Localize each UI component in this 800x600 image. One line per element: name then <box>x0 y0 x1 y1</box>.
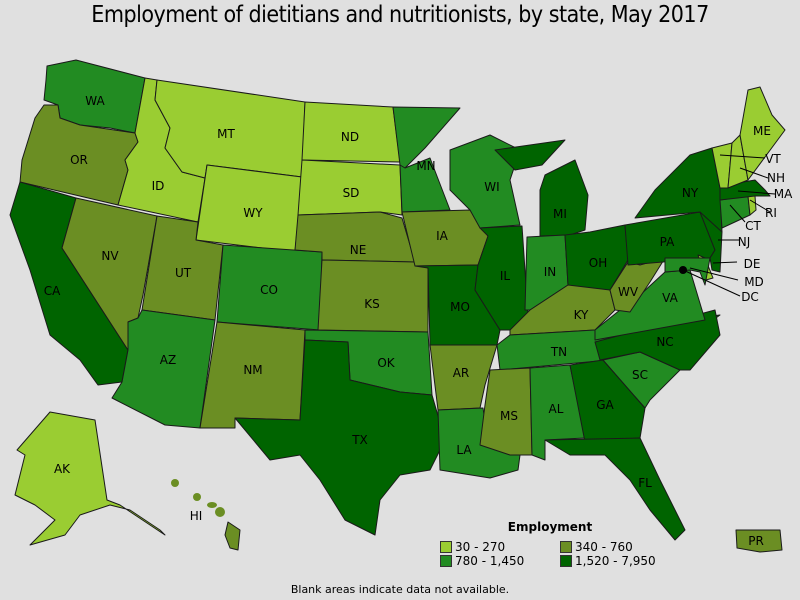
state-ks[interactable] <box>317 259 429 333</box>
legend-item-bin3: 780 - 1,450 <box>440 554 560 568</box>
label-nm: NM <box>243 363 262 377</box>
label-la: LA <box>456 443 472 457</box>
label-ky: KY <box>574 308 589 322</box>
state-nj[interactable] <box>699 211 723 273</box>
map-title: Employment of dietitians and nutritionis… <box>91 2 709 28</box>
state-tx[interactable] <box>234 339 446 536</box>
label-me: ME <box>753 124 771 138</box>
legend-title: Employment <box>507 520 593 534</box>
state-nc[interactable] <box>594 309 721 371</box>
state-ga[interactable] <box>569 359 646 443</box>
label-il: IL <box>500 269 511 283</box>
label-mi: MI <box>553 207 567 221</box>
data-note: Blank areas indicate data not available. <box>290 583 510 596</box>
label-nh: NH <box>767 171 785 185</box>
legend-swatch-icon <box>560 555 572 567</box>
label-ak: AK <box>54 462 71 476</box>
legend: Employment 30 - 270 340 - 760 780 - 1,45… <box>440 520 660 568</box>
label-ms: MS <box>500 409 518 423</box>
label-sc: SC <box>632 368 648 382</box>
legend-swatch-icon <box>440 541 452 553</box>
label-sd: SD <box>343 186 360 200</box>
label-ma: MA <box>774 187 793 201</box>
state-hi[interactable] <box>171 479 241 551</box>
label-in: IN <box>544 265 557 279</box>
label-md: MD <box>744 275 764 289</box>
label-wv: WV <box>618 285 639 299</box>
label-ut: UT <box>175 266 192 280</box>
legend-item-bin1: 30 - 270 <box>440 540 560 554</box>
label-fl: FL <box>638 476 652 490</box>
label-ga: GA <box>596 398 614 412</box>
label-oh: OH <box>589 256 607 270</box>
legend-item-bin2: 340 - 760 <box>560 540 680 554</box>
label-de: DE <box>744 257 761 271</box>
label-or: OR <box>70 153 88 167</box>
label-pr: PR <box>748 534 764 548</box>
label-mt: MT <box>217 127 235 141</box>
state-md[interactable] <box>664 257 711 286</box>
state-wi[interactable] <box>449 134 521 229</box>
state-mn[interactable] <box>392 106 461 213</box>
label-vt: VT <box>765 152 781 166</box>
state-ar[interactable] <box>429 344 498 411</box>
label-mo: MO <box>450 300 470 314</box>
label-va: VA <box>662 291 678 305</box>
state-ri[interactable] <box>747 195 757 216</box>
state-fl[interactable] <box>544 437 686 541</box>
label-ne: NE <box>350 243 367 257</box>
label-ca: CA <box>44 284 61 298</box>
label-tx: TX <box>351 433 368 447</box>
state-az[interactable] <box>111 309 216 429</box>
label-ks: KS <box>364 297 380 311</box>
state-sd[interactable] <box>297 159 403 216</box>
legend-item-bin4: 1,520 - 7,950 <box>560 554 680 568</box>
label-id: ID <box>152 179 165 193</box>
leader-lines <box>682 154 776 297</box>
state-pr[interactable] <box>735 529 783 553</box>
label-wa: WA <box>85 94 105 108</box>
label-nd: ND <box>341 130 359 144</box>
label-nj: NJ <box>738 235 751 249</box>
legend-label: 340 - 760 <box>575 540 633 554</box>
legend-label: 1,520 - 7,950 <box>575 554 656 568</box>
state-il[interactable] <box>474 225 529 331</box>
label-pa: PA <box>660 235 675 249</box>
label-tn: TN <box>550 345 567 359</box>
legend-swatch-icon <box>440 555 452 567</box>
legend-label: 30 - 270 <box>455 540 506 554</box>
legend-swatch-icon <box>560 541 572 553</box>
label-mn: MN <box>416 159 435 173</box>
label-nv: NV <box>101 249 119 263</box>
legend-label: 780 - 1,450 <box>455 554 525 568</box>
label-hi: HI <box>190 509 203 523</box>
state-mi[interactable] <box>494 139 589 237</box>
label-ct: CT <box>745 219 761 233</box>
label-wi: WI <box>484 180 499 194</box>
label-al: AL <box>549 402 564 416</box>
label-ar: AR <box>453 366 470 380</box>
label-ri: RI <box>765 206 777 220</box>
label-dc: DC <box>741 290 759 304</box>
label-az: AZ <box>160 353 176 367</box>
label-nc: NC <box>656 335 673 349</box>
label-wy: WY <box>243 206 263 220</box>
state-ak[interactable] <box>14 411 166 546</box>
label-ny: NY <box>682 186 699 200</box>
label-co: CO <box>260 283 278 297</box>
label-ok: OK <box>377 356 395 370</box>
label-ia: IA <box>436 229 449 243</box>
